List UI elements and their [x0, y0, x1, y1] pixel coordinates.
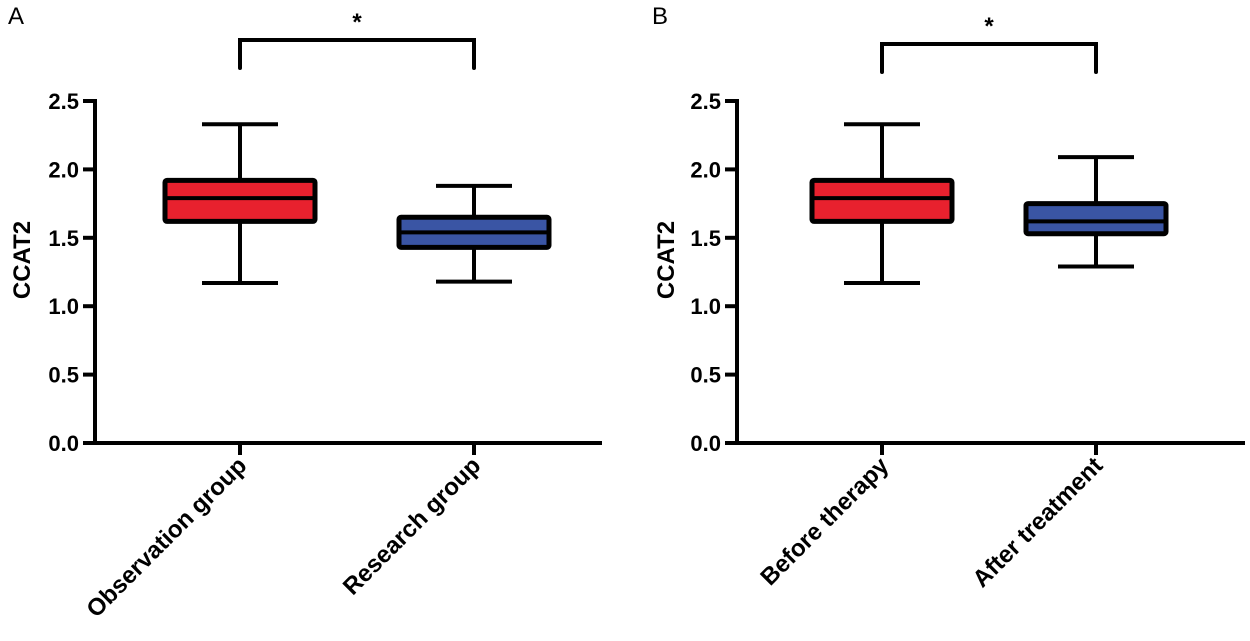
iqr-box: [162, 177, 318, 224]
iqr-box: [809, 177, 955, 224]
y-tick-label: 2.0: [48, 157, 79, 182]
panel-a: A CCAT2 0.0 0.5 1.0 1.5 2.0 2.5 Observation gr…: [8, 3, 602, 623]
y-axis-title: CCAT2: [9, 221, 36, 299]
y-tick-label: 1.5: [48, 226, 79, 251]
box-0: [162, 122, 318, 285]
iqr-box: [1023, 201, 1169, 237]
significance-label: *: [352, 9, 362, 36]
y-tick-label: 2.5: [690, 89, 721, 114]
significance-bracket: [880, 42, 1098, 74]
panel-letter-a: A: [8, 3, 24, 30]
y-axis-title: CCAT2: [653, 221, 680, 299]
y-tick-label: 1.5: [690, 226, 721, 251]
y-tick-label: 0.0: [690, 431, 721, 456]
panel-b: B CCAT2 0.0 0.5 1.0 1.5 2.0 2.5 Before therapy…: [652, 3, 1245, 593]
y-tick-label: 2.5: [48, 89, 79, 114]
y-tick-label: 0.5: [48, 363, 79, 388]
x-tick-label: Observation group: [81, 452, 252, 623]
box-1: [396, 183, 552, 284]
x-tick-label: After treatment: [968, 452, 1109, 593]
y-tick-label: 0.5: [690, 363, 721, 388]
box-1: [1023, 155, 1169, 269]
significance-bracket: [238, 38, 476, 70]
box-0: [809, 122, 955, 285]
y-tick-label: 1.0: [48, 294, 79, 319]
y-tick-label: 0.0: [48, 431, 79, 456]
y-tick-label: 1.0: [690, 294, 721, 319]
x-tick-label: Before therapy: [755, 452, 894, 591]
significance-label: *: [984, 13, 994, 40]
y-tick-label: 2.0: [690, 157, 721, 182]
x-tick-label: Research group: [338, 452, 486, 600]
panel-letter-b: B: [652, 3, 668, 30]
